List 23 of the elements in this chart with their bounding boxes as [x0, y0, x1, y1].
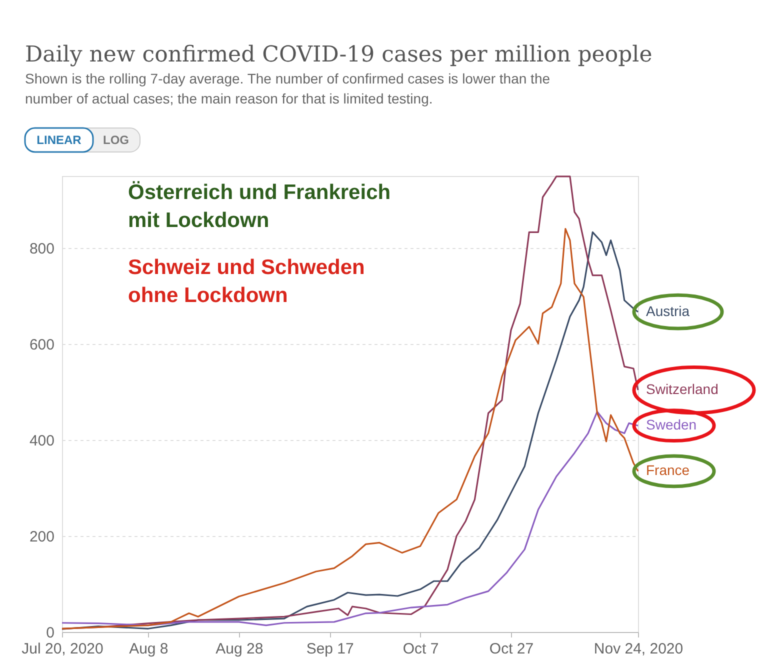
- x-tick-label: Aug 28: [216, 640, 264, 658]
- x-tick-label: Oct 7: [402, 640, 439, 658]
- x-tick-label: Jul 20, 2020: [22, 640, 104, 658]
- series-label: Austria: [646, 302, 690, 319]
- chart-subtitle: Shown is the rolling 7-day average. The number of confirmed cases is lower than the number of actual cases; the main reason for that is limited testing.: [25, 70, 550, 106]
- y-tick-label: 0: [46, 624, 54, 642]
- x-tick-label: Aug 8: [129, 640, 168, 658]
- y-tick-label: 400: [29, 432, 54, 450]
- chart-title: Daily new confirmed COVID-19 cases per million people: [25, 42, 652, 68]
- annotation: Schweiz und Schweden ohne Lockdown: [128, 256, 365, 307]
- y-tick-label: 600: [29, 336, 54, 354]
- x-tick-label: Nov 24, 2020: [594, 640, 684, 658]
- x-tick-label: Sep 17: [306, 640, 354, 658]
- line-series: [61, 410, 639, 626]
- annotation: Österreich und Frankreich mit Lockdown: [128, 181, 391, 232]
- y-tick-label: 200: [29, 528, 54, 546]
- y-tick-label: 800: [29, 240, 54, 258]
- series-label: Switzerland: [646, 381, 718, 398]
- series-label: France: [646, 462, 690, 478]
- text: LINEAR: [36, 133, 82, 147]
- x-tick-label: Oct 27: [489, 640, 534, 658]
- text: LOG: [103, 133, 129, 147]
- series-label: Sweden: [646, 416, 697, 433]
